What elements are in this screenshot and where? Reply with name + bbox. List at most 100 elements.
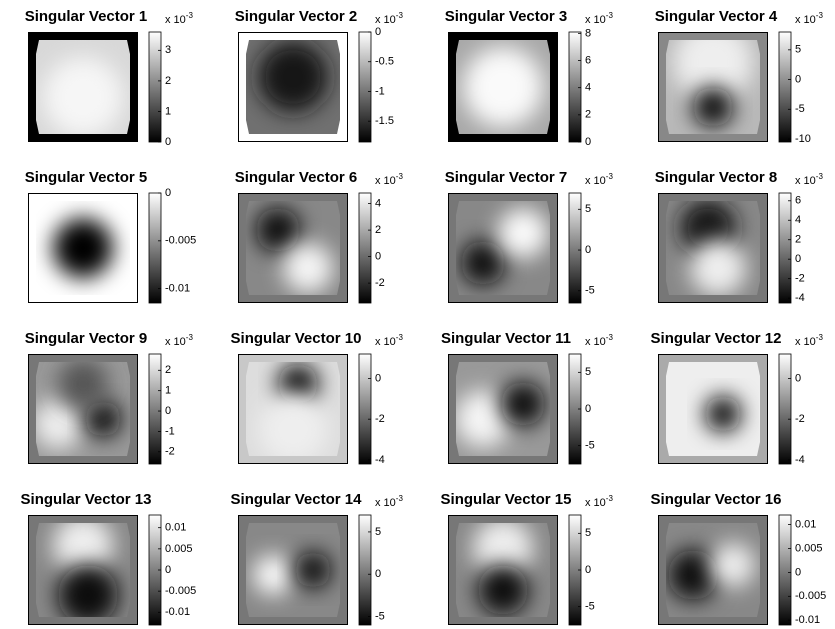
colorbar (568, 192, 582, 304)
multiplier-base: x 10 (795, 14, 816, 26)
multiplier-base: x 10 (795, 336, 816, 348)
colorbar (778, 192, 792, 304)
image-blob (478, 565, 528, 615)
panel: Singular Vector 15 -5 0 5 x 10-3 (441, 491, 613, 626)
colorbar-tick-label: -2 (375, 277, 385, 289)
multiplier-exponent: -3 (606, 11, 614, 20)
image-blob (58, 565, 118, 617)
multiplier-base: x 10 (585, 497, 606, 509)
colorbar-tick-label: 5 (585, 366, 591, 378)
panel: Singular Vector 13 -0.01 -0.005 0 0.005 0.01 (21, 491, 196, 626)
colorbar-tick-label: -5 (375, 610, 385, 622)
colorbar (568, 31, 582, 143)
multiplier-exponent: -3 (606, 333, 614, 342)
image (246, 362, 340, 456)
colorbar-tick-label: 4 (375, 198, 381, 210)
panel-title: Singular Vector 15 (441, 491, 572, 508)
panel: Singular Vector 14 -5 0 5 x 10-3 (231, 491, 403, 626)
colorbar-tick-label: 2 (585, 109, 591, 121)
colorbar-tick-label: 4 (795, 214, 801, 226)
colorbar-tick-label: 0 (795, 372, 801, 384)
colorbar (148, 31, 162, 143)
multiplier-exponent: -3 (396, 172, 404, 181)
image-frame (658, 354, 768, 464)
image-blob (53, 218, 113, 278)
multiplier-base: x 10 (795, 175, 816, 187)
colorbar-tick-label: 5 (585, 527, 591, 539)
colorbar-tick-label: -4 (795, 292, 805, 304)
image-frame (238, 32, 348, 142)
multiplier-exponent: -3 (816, 172, 824, 181)
image (36, 523, 130, 617)
image (456, 201, 550, 295)
image-blob (43, 57, 123, 134)
colorbar-tick-label: -0.01 (165, 606, 190, 618)
colorbar-tick-label: -2 (165, 446, 175, 458)
panel-title: Singular Vector 3 (445, 8, 568, 25)
image-frame (448, 354, 558, 464)
colorbar-tick-label: -2 (375, 413, 385, 425)
colorbar-multiplier: x 10-3 (585, 494, 613, 509)
colorbar-tick-label: 0 (165, 405, 171, 417)
multiplier-exponent: -3 (396, 11, 404, 20)
image-frame (28, 32, 138, 142)
colorbar-multiplier: x 10-3 (165, 11, 193, 26)
panel: Singular Vector 4 -10 -5 0 5 x 10-3 (655, 8, 824, 145)
colorbar-tick-label: 2 (795, 234, 801, 246)
colorbar (358, 514, 372, 626)
colorbar (358, 192, 372, 304)
panel-title: Singular Vector 9 (25, 330, 148, 347)
multiplier-exponent: -3 (396, 333, 404, 342)
colorbar-tick-label: 2 (165, 75, 171, 87)
image (36, 362, 130, 456)
image-blob (501, 382, 545, 426)
colorbar-tick-label: 0 (375, 26, 381, 38)
image-frame (28, 354, 138, 464)
multiplier-base: x 10 (375, 497, 396, 509)
colorbar-multiplier: x 10-3 (375, 172, 403, 187)
colorbar-tick-label: 0 (585, 403, 591, 415)
colorbar-tick-label: 2 (165, 364, 171, 376)
colorbar-multiplier: x 10-3 (585, 172, 613, 187)
image-blob (463, 47, 543, 127)
image-frame (238, 193, 348, 303)
image-blob (53, 523, 113, 575)
panel: Singular Vector 6 -2 0 2 4 x 10-3 (235, 169, 403, 304)
image (456, 523, 550, 617)
multiplier-exponent: -3 (186, 11, 194, 20)
panel-title: Singular Vector 11 (441, 330, 571, 347)
image (36, 201, 130, 295)
panel-title: Singular Vector 16 (651, 491, 782, 508)
multiplier-exponent: -3 (816, 11, 824, 20)
colorbar-tick-label: 0 (375, 568, 381, 580)
multiplier-base: x 10 (375, 336, 396, 348)
colorbar-tick-label: -5 (585, 440, 595, 452)
colorbar-tick-label: -1 (165, 425, 175, 437)
colorbar-tick-label: 1 (165, 105, 171, 117)
image (666, 40, 760, 134)
colorbar-tick-label: -0.005 (165, 585, 196, 597)
panel: Singular Vector 12 -4 -2 0 x 10-3 (651, 330, 824, 466)
multiplier-exponent: -3 (606, 172, 614, 181)
colorbar-tick-label: 6 (585, 54, 591, 66)
panel-title: Singular Vector 12 (651, 330, 782, 347)
panel-title: Singular Vector 10 (231, 330, 362, 347)
image-blob (668, 550, 718, 600)
image-frame (238, 515, 348, 625)
colorbar-multiplier: x 10-3 (375, 11, 403, 26)
image-blob (498, 208, 548, 258)
colorbar-multiplier: x 10-3 (585, 333, 613, 348)
colorbar-multiplier: x 10-3 (795, 11, 823, 26)
panel: Singular Vector 16 -0.01 -0.005 0 0.005 0.01 (651, 491, 827, 626)
colorbar-tick-label: 0 (585, 244, 591, 256)
image-frame (658, 515, 768, 625)
image-blob (278, 364, 318, 404)
colorbar-tick-label: 0 (165, 187, 171, 199)
colorbar-tick-label: -0.01 (165, 283, 190, 295)
multiplier-exponent: -3 (606, 494, 614, 503)
image-blob (36, 399, 83, 449)
colorbar-tick-label: 0.005 (795, 542, 823, 554)
colorbar-tick-label: 0.01 (795, 518, 816, 530)
panel-title: Singular Vector 6 (235, 169, 358, 186)
multiplier-base: x 10 (165, 336, 186, 348)
